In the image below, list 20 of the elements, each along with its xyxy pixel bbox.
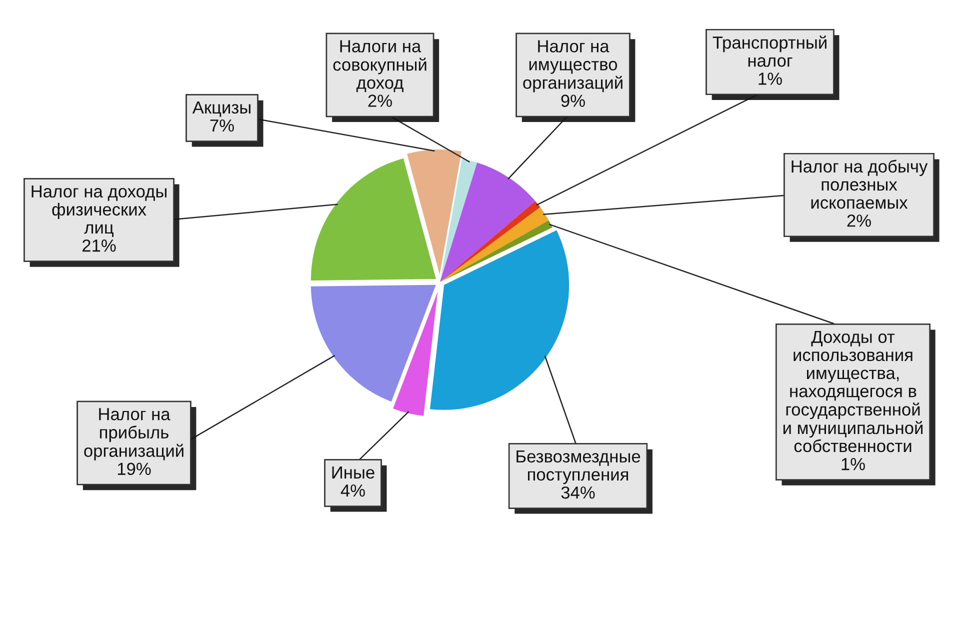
slice-label: Налог на доходы физических лиц [32, 185, 166, 237]
data-label: 2% [847, 214, 871, 227]
data-label: 9% [561, 94, 585, 107]
data-label: 2% [368, 94, 392, 107]
data-label: 21% [82, 239, 116, 252]
slice-label: Акцизы [192, 102, 250, 117]
slice-label: Транспортный налог [712, 36, 826, 67]
slice-label: Налог на имущество организаций [523, 40, 622, 92]
data-label: 7% [210, 119, 234, 132]
data-label: 19% [118, 462, 151, 476]
data-label: 1% [842, 458, 865, 470]
slice-label: Иные [332, 466, 374, 479]
slice-label: Безвозмездные поступления [516, 450, 640, 484]
slice-label: Налог на прибыль организаций [84, 408, 184, 460]
slice-label: Налог на добычу полезных ископаемых [792, 160, 928, 209]
slice-label: Налоги на совокупный доход [333, 40, 426, 92]
data-label: 4% [340, 484, 365, 497]
data-label: 1% [758, 72, 782, 85]
data-label: 34% [561, 486, 595, 499]
slice-label: Доходы от использования имущества, находящегося в государственной и муниципальной собственности [783, 330, 923, 452]
